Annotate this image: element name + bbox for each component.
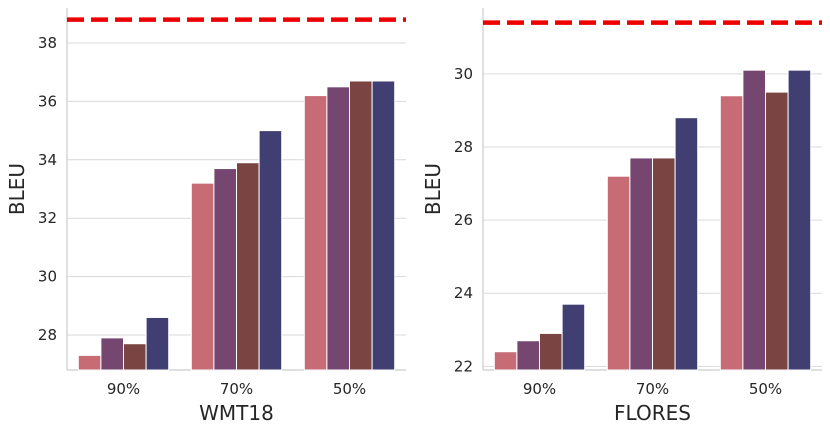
wmt18-xtick-label: 70%: [220, 380, 253, 398]
flores-bar-90pct-s1: [493, 351, 518, 371]
flores-ytick-label: 22: [454, 357, 473, 375]
wmt18-bar-90pct-s3: [123, 343, 147, 371]
flores-bar-50pct-s4: [787, 69, 812, 371]
wmt18-panel: 28 30 32 34 36 38 90% 70% 50% WMT18 BLEU: [5, 8, 406, 425]
wmt18-x-axis-label: WMT18: [199, 401, 274, 425]
wmt18-ytick-label: 28: [38, 326, 57, 344]
wmt18-bar-90pct-s1: [77, 354, 102, 371]
flores-bar-70pct-s3: [652, 157, 676, 371]
flores-y-axis-label: BLEU: [421, 163, 445, 215]
flores-bar-50pct-s2: [742, 69, 767, 371]
flores-xtick-label: 70%: [636, 380, 669, 398]
wmt18-ytick-label: 32: [38, 209, 57, 227]
flores-bar-70pct-s1: [606, 175, 631, 371]
flores-xtick-label: 90%: [523, 380, 556, 398]
flores-bar-50pct-s3: [765, 91, 789, 371]
flores-ytick-label: 26: [454, 211, 473, 229]
wmt18-ytick-label: 30: [38, 268, 57, 286]
flores-bar-90pct-s2: [516, 340, 541, 371]
wmt18-ytick-label: 34: [38, 151, 57, 169]
wmt18-bar-90pct-s4: [145, 316, 170, 371]
flores-panel: 22 24 26 28 30 90% 70% 50% FLORES BLEU: [421, 8, 822, 425]
flores-bar-90pct-s3: [539, 332, 563, 371]
wmt18-bar-70pct-s1: [190, 182, 215, 371]
flores-x-axis-label: FLORES: [614, 401, 691, 425]
flores-bar-50pct-s1: [719, 95, 744, 371]
flores-ytick-label: 24: [454, 284, 473, 302]
wmt18-xtick-label: 90%: [107, 380, 140, 398]
wmt18-bar-70pct-s2: [213, 168, 237, 371]
wmt18-ytick-label: 36: [38, 92, 57, 110]
flores-bar-70pct-s2: [629, 157, 654, 371]
wmt18-bar-70pct-s3: [236, 162, 260, 371]
flores-bar-70pct-s4: [674, 117, 699, 371]
wmt18-bar-90pct-s2: [100, 337, 125, 371]
wmt18-xtick-label: 50%: [333, 380, 366, 398]
flores-xtick-label: 50%: [749, 380, 782, 398]
wmt18-bar-50pct-s2: [326, 86, 350, 371]
flores-ytick-label: 28: [454, 138, 473, 156]
wmt18-bar-50pct-s1: [303, 95, 328, 371]
wmt18-ytick-label: 38: [38, 34, 57, 52]
wmt18-bar-50pct-s4: [371, 80, 396, 371]
wmt18-y-axis-label: BLEU: [5, 163, 29, 215]
flores-bar-90pct-s4: [561, 303, 586, 371]
wmt18-bar-70pct-s4: [258, 130, 283, 371]
flores-ytick-label: 30: [454, 65, 473, 83]
wmt18-bar-50pct-s3: [349, 80, 373, 371]
